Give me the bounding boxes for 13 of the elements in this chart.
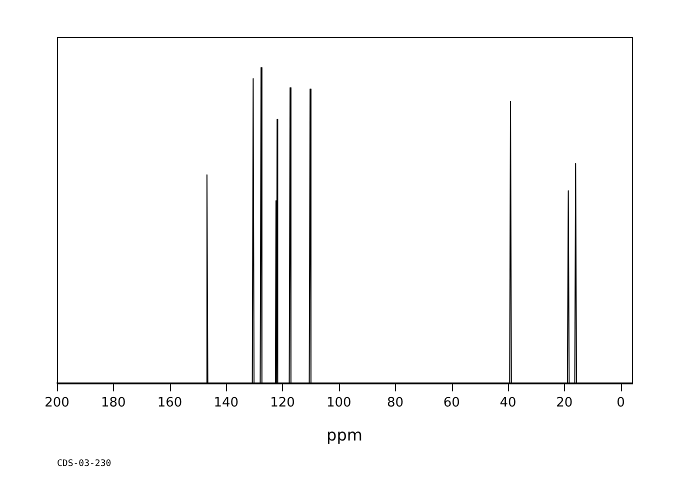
- x-tick-label: 40: [500, 395, 516, 410]
- x-tick-label: 60: [443, 395, 460, 410]
- x-axis-title: ppm: [326, 426, 362, 445]
- x-tick-label: 140: [214, 395, 239, 410]
- x-tick-label: 160: [157, 395, 182, 410]
- x-tick-label: 80: [386, 395, 404, 410]
- x-tick-label: 180: [100, 395, 126, 410]
- x-tick-label: 0: [616, 395, 625, 410]
- x-tick-label: 120: [270, 395, 295, 410]
- x-tick-label: 200: [44, 395, 70, 410]
- x-tick-label: 20: [556, 395, 573, 410]
- x-tick-label: 100: [326, 395, 352, 410]
- text: CDS-03-230: [57, 459, 112, 469]
